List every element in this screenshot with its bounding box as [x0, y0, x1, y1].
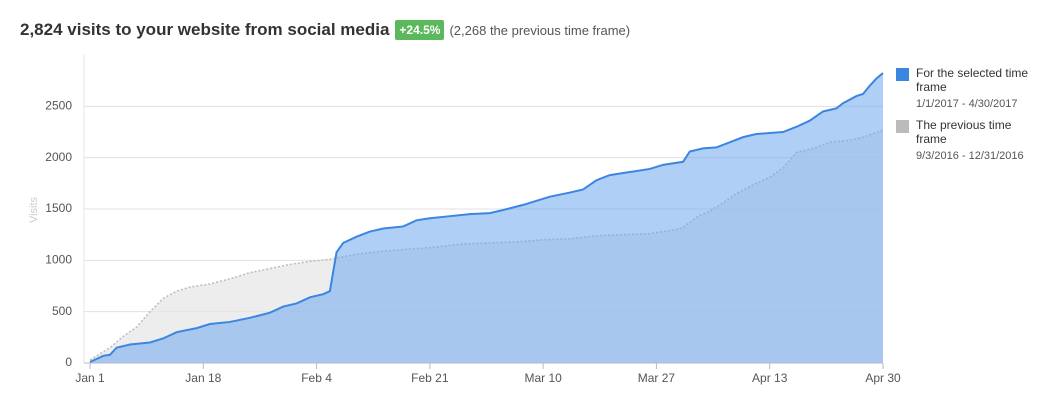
legend-date-range: 9/3/2016 - 12/31/2016	[916, 150, 1024, 162]
x-tick-label: Feb 4	[301, 371, 332, 385]
legend-swatch	[896, 120, 909, 133]
x-tick-label: Jan 18	[185, 371, 221, 385]
x-tick-label: Apr 30	[865, 371, 901, 385]
y-axis-title: Visits	[28, 196, 40, 223]
legend-swatch	[896, 68, 909, 81]
y-tick-label: 500	[52, 304, 72, 318]
y-tick-label: 1000	[45, 253, 72, 267]
header: 2,824 visits to your website from social…	[20, 20, 630, 40]
y-tick-label: 1500	[45, 201, 72, 215]
line	[89, 72, 884, 363]
legend-label: For the selected time frame	[916, 66, 1028, 94]
x-tick-label: Apr 13	[752, 371, 788, 385]
legend-date-range: 1/1/2017 - 4/30/2017	[916, 98, 1018, 110]
y-tick-label: 2000	[45, 150, 72, 164]
chart-title: 2,824 visits to your website from social…	[20, 20, 390, 39]
y-tick-label: 0	[65, 355, 72, 369]
x-tick-label: Mar 27	[638, 371, 676, 385]
y-tick-label: 2500	[45, 99, 72, 113]
legend-label: The previous time frame	[916, 118, 1012, 146]
x-tick-label: Feb 21	[411, 371, 449, 385]
subtitle: (2,268 the previous time frame)	[449, 22, 631, 38]
x-tick-label: Jan 1	[75, 371, 105, 385]
change-badge: +24.5%	[395, 20, 445, 40]
x-tick-label: Mar 10	[524, 371, 562, 385]
area	[90, 73, 883, 363]
